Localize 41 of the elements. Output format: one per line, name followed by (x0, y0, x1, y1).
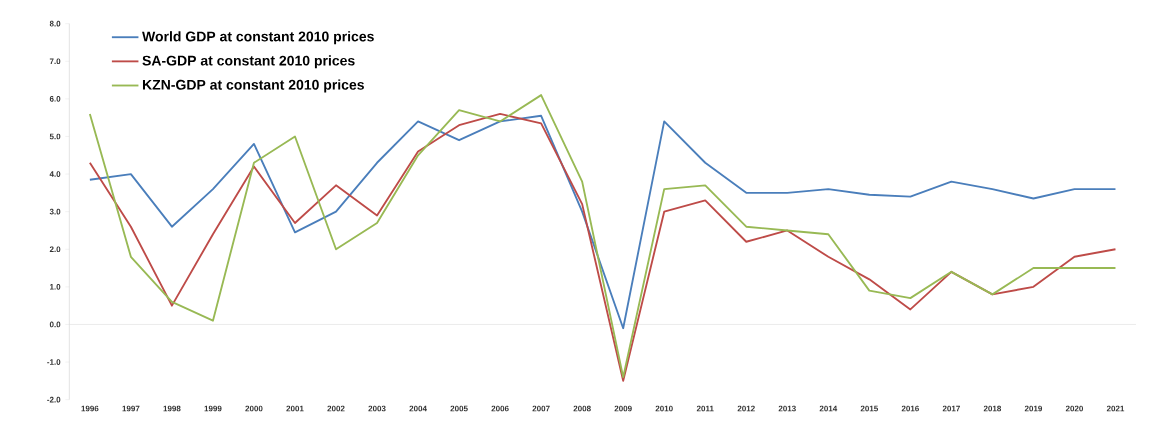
line-series (88, 114, 1117, 330)
x-tick-label: 1997 (122, 405, 140, 412)
x-tick-label: 2001 (286, 405, 304, 412)
x-tick-label: 2006 (491, 405, 509, 412)
x-tick-label: 2017 (942, 405, 960, 412)
y-tick-label: 1.0 (50, 284, 61, 290)
x-tick-label: 2019 (1024, 405, 1043, 412)
x-tick-label: 2011 (696, 405, 714, 412)
y-tick-label: 3.0 (49, 208, 61, 215)
x-tick-label: 2012 (737, 405, 755, 412)
y-tick-label: 7.0 (49, 58, 61, 65)
x-tick-label: 2018 (983, 405, 1002, 412)
x-tick-label: 2013 (778, 405, 796, 412)
y-tick-label: -1.0 (47, 359, 61, 365)
x-tick-label: 2000 (245, 405, 263, 412)
x-tick-label: 2003 (368, 405, 386, 412)
legend-label: World GDP at constant 2010 prices (142, 31, 374, 45)
y-tick-label: 0.0 (49, 321, 61, 328)
x-tick-label: 2014 (819, 405, 838, 412)
x-tick-label: 1998 (163, 405, 181, 412)
x-tick-label: 2021 (1106, 405, 1125, 412)
x-tick-label: 2016 (901, 405, 919, 412)
y-tick-label: -2.0 (47, 396, 61, 403)
y-tick-label: 8.0 (49, 20, 61, 27)
x-tick-label: 2020 (1065, 405, 1084, 412)
y-tick-label: 6.0 (49, 96, 61, 102)
y-tick-label: 4.0 (49, 171, 61, 177)
x-tick-label: 2009 (614, 405, 632, 412)
x-tick-label: 2002 (327, 405, 345, 412)
x-tick-label: 2010 (655, 405, 673, 412)
x-tick-label: 1999 (204, 405, 222, 412)
x-tick-label: 2005 (450, 405, 468, 412)
x-tick-label: 2007 (532, 405, 550, 412)
x-tick-label: 2008 (573, 405, 591, 412)
legend-label: SA-GDP at constant 2010 prices (142, 55, 355, 69)
y-tick-label: 5.0 (49, 133, 61, 140)
x-tick-label: 2004 (409, 405, 427, 412)
y-tick-label: 2.0 (49, 246, 61, 253)
x-tick-label: 2015 (860, 405, 878, 412)
legend-label: KZN-GDP at constant 2010 prices (142, 79, 364, 93)
x-tick-label: 1996 (81, 405, 99, 412)
